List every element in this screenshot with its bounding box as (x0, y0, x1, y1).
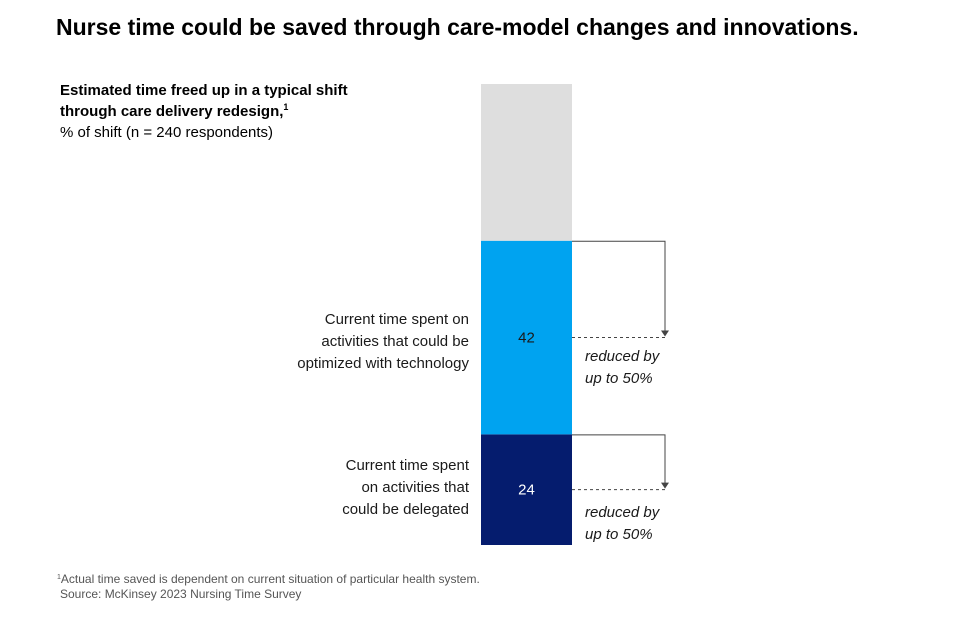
reduction-arrow-technology (661, 330, 669, 337)
chart-subtitle: Estimated time freed up in a typical shi… (60, 80, 348, 143)
value-label-technology: 42 (518, 330, 535, 347)
chart-footnote: 1Actual time saved is dependent on curre… (57, 572, 480, 602)
annotation-technology: reduced by up to 50% (585, 346, 659, 390)
footnote-marker: 1 (283, 102, 289, 112)
label-line: on activities that (361, 479, 469, 496)
subtitle-unit: % of shift (n = 240 respondents) (60, 124, 274, 141)
label-line: activities that could be (321, 333, 469, 350)
subtitle-line-1: Estimated time freed up in a typical shi… (60, 82, 348, 99)
chart-headline: Nurse time could be saved through care-m… (56, 14, 859, 40)
annotation-line: reduced by (585, 348, 660, 365)
subtitle-line-2: through care delivery redesign,1 (60, 102, 289, 121)
bar-segment-delegated (481, 434, 572, 545)
annotation-line: reduced by (585, 504, 660, 521)
label-line: could be delegated (342, 501, 469, 518)
reduction-bracket-technology (572, 240, 666, 332)
footnote-marker: 1 (57, 574, 61, 581)
chart-source: Source: McKinsey 2023 Nursing Time Surve… (60, 587, 302, 601)
bar-segment-remaining (481, 84, 572, 241)
reduction-bracket-delegated (572, 434, 666, 484)
segment-label-delegated: Current time spent on activities that co… (342, 455, 469, 521)
footnote-text: Actual time saved is dependent on curren… (60, 572, 480, 586)
label-line: optimized with technology (297, 355, 469, 372)
label-line: Current time spent on (324, 311, 469, 328)
reduction-arrow-delegated (661, 482, 669, 489)
annotation-delegated: reduced by up to 50% (585, 502, 659, 546)
annotation-line: up to 50% (585, 526, 653, 543)
segment-label-technology: Current time spent on activities that co… (297, 309, 469, 375)
value-label-delegated: 24 (518, 482, 535, 499)
label-line: Current time spent (345, 457, 469, 474)
bar-segment-technology (481, 240, 572, 435)
annotation-line: up to 50% (585, 370, 653, 387)
